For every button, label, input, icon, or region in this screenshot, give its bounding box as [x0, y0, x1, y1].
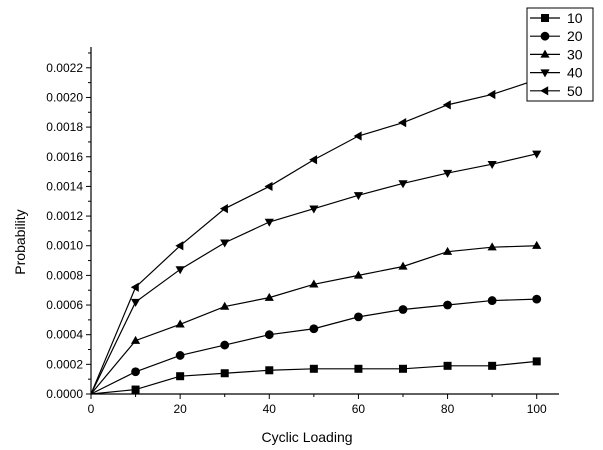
data-point	[309, 155, 318, 165]
x-tick-label: 20	[173, 402, 187, 416]
data-point	[532, 294, 542, 304]
x-tick-label: 0	[88, 402, 95, 416]
data-point	[175, 351, 185, 360]
data-point	[398, 180, 408, 189]
data-point	[220, 301, 230, 310]
data-point	[443, 361, 452, 370]
legend-marker	[541, 14, 549, 22]
series-20	[90, 294, 542, 395]
data-point	[532, 150, 542, 159]
legend-marker	[540, 86, 549, 96]
legend: 10 20 30 40 50	[526, 7, 594, 102]
data-point	[442, 169, 453, 178]
y-tick-label: 0.0012	[46, 209, 83, 223]
data-point	[309, 279, 319, 288]
data-point	[220, 239, 230, 248]
data-point	[442, 100, 451, 110]
data-point	[354, 312, 363, 322]
legend-label: 30	[567, 46, 583, 62]
data-point	[487, 296, 497, 305]
legend-marker	[540, 49, 550, 58]
data-point	[219, 204, 228, 214]
legend-label: 40	[567, 65, 583, 81]
data-point	[353, 131, 362, 141]
x-axis-title: Cyclic Loading	[261, 429, 352, 445]
data-point	[443, 300, 452, 310]
plot-area	[90, 75, 542, 395]
data-point	[264, 330, 274, 340]
y-tick-label: 0.0004	[46, 328, 83, 342]
legend-label: 20	[567, 28, 583, 44]
y-tick-label: 0.0002	[46, 357, 83, 371]
data-point	[309, 324, 319, 334]
y-tick-label: 0.0010	[46, 239, 83, 253]
data-point	[532, 357, 541, 366]
data-point	[130, 298, 141, 307]
data-point	[265, 366, 274, 375]
y-axis-title: Probability	[12, 209, 28, 274]
data-point	[131, 385, 140, 394]
y-tick-label: 0.0008	[46, 268, 83, 282]
y-tick-label: 0.0022	[46, 61, 83, 75]
data-point	[131, 367, 140, 377]
data-point	[220, 369, 229, 378]
data-point	[264, 181, 273, 192]
axes: 0 20 40 60 80 100 0.0000 0.0002 0.0004 0.0006 0.00…	[46, 47, 559, 416]
data-point	[264, 292, 274, 301]
legend-marker	[540, 31, 550, 41]
data-point	[487, 89, 496, 100]
series-line	[90, 153, 537, 395]
y-tick-label: 0.0016	[46, 150, 83, 164]
data-point	[353, 192, 364, 201]
y-tick-label: 0.0020	[46, 90, 83, 104]
y-tick-label: 0.0000	[46, 387, 83, 401]
data-point	[309, 205, 319, 214]
y-tick-label: 0.0006	[46, 298, 83, 312]
series-line	[90, 298, 537, 395]
y-tick-label: 0.0014	[46, 179, 83, 193]
data-point	[309, 364, 318, 373]
data-point	[354, 364, 363, 373]
x-tick-label: 80	[441, 402, 455, 416]
series-10	[90, 357, 541, 395]
data-point	[130, 335, 141, 344]
legend-label: 10	[567, 10, 583, 26]
x-tick-label: 100	[527, 402, 547, 416]
data-point	[175, 319, 185, 328]
data-point	[175, 266, 185, 275]
data-point	[487, 242, 497, 251]
legend-marker	[540, 69, 550, 78]
series-30	[90, 240, 542, 395]
x-tick-label: 60	[352, 402, 366, 416]
data-point	[399, 364, 407, 373]
data-point	[398, 305, 408, 314]
data-point	[532, 240, 542, 249]
data-point	[130, 282, 139, 292]
data-point	[442, 246, 453, 255]
x-tick-label: 40	[263, 402, 277, 416]
data-point	[176, 372, 185, 381]
data-point	[398, 118, 407, 128]
data-point	[353, 270, 364, 279]
series-line	[90, 79, 537, 395]
data-point	[398, 261, 408, 270]
y-tick-label: 0.0018	[46, 120, 83, 134]
data-point	[220, 340, 230, 350]
data-point	[488, 361, 497, 370]
data-point	[264, 218, 274, 227]
legend-label: 50	[567, 83, 583, 99]
series-50	[90, 75, 540, 395]
data-point	[175, 241, 184, 251]
data-point	[487, 160, 497, 169]
series-40	[90, 150, 542, 395]
